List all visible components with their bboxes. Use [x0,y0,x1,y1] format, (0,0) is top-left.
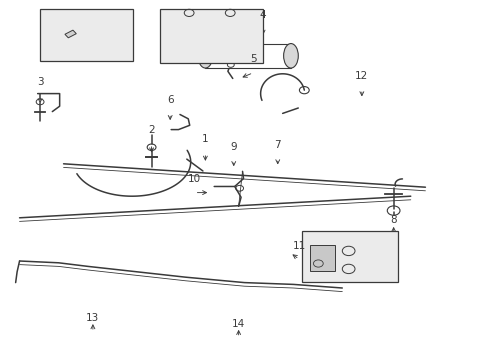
Text: 13: 13 [86,313,100,323]
Bar [205,44,290,68]
Text: 3: 3 [37,77,43,87]
Text: 9: 9 [230,141,237,152]
Text: 12: 12 [354,71,368,81]
Bar [65,30,76,38]
Text: 10: 10 [188,174,201,184]
Text: 7: 7 [274,140,281,150]
Bar [40,9,133,61]
Text: 8: 8 [389,215,396,225]
Text: 1: 1 [202,134,208,144]
Bar [302,231,397,282]
Text: 6: 6 [166,95,173,105]
Bar [160,9,263,63]
Text: 11: 11 [292,240,305,251]
Text: 2: 2 [148,125,155,135]
Ellipse shape [283,44,298,68]
Text: 5: 5 [249,54,256,64]
Text: 14: 14 [231,319,245,329]
Text: 4: 4 [259,10,266,20]
Bar [309,245,334,271]
Ellipse shape [198,44,212,68]
